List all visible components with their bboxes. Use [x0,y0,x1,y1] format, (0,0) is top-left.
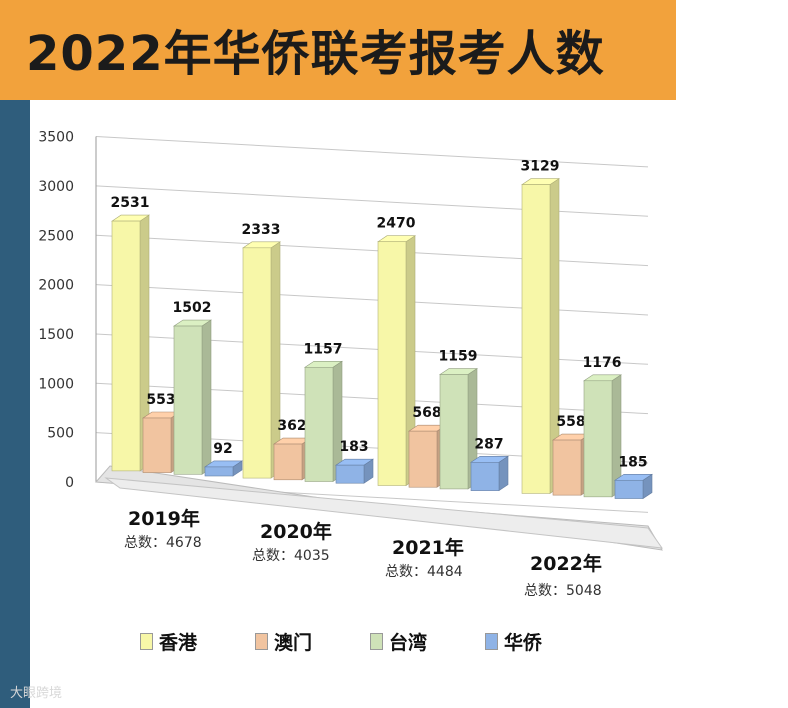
y-tick-label: 2000 [38,278,74,294]
data-label: 1502 [173,300,212,316]
chart-title: 2022年华侨联考报考人数 [26,26,605,82]
data-label: 185 [618,454,647,470]
data-label: 183 [339,439,368,455]
bar [377,241,407,486]
total-label: 总数：4484 [385,564,463,580]
y-tick-label: 3500 [38,130,74,146]
legend-item: 香港 [140,628,197,655]
bar [304,366,334,482]
legend-item: 华侨 [485,628,542,655]
data-label: 92 [213,441,232,457]
bar [111,220,141,472]
title-banner: 2022年华侨联考报考人数 [0,0,676,100]
bar [273,443,303,481]
y-tick-label: 3000 [38,179,74,195]
bar [470,461,500,491]
legend: 香港 澳门 台湾 华侨 [140,628,580,658]
legend-swatch [370,633,383,650]
legend-item: 澳门 [255,628,312,655]
data-label: 2333 [242,222,281,238]
floor-front [104,477,664,549]
y-tick-label: 500 [47,426,74,442]
total-label: 总数：4035 [252,548,330,564]
data-label: 287 [474,436,503,452]
legend-item: 台湾 [370,628,427,655]
bar [142,417,172,473]
bar [439,374,469,490]
legend-swatch [485,633,498,650]
data-label: 568 [412,405,441,421]
data-label: 1176 [583,355,622,371]
bar [614,479,644,499]
total-label: 总数：4678 [124,535,202,551]
gridline [95,234,649,267]
legend-label: 澳门 [274,632,313,654]
data-label: 553 [146,392,175,408]
data-label: 1157 [304,341,343,357]
bar-side [201,319,212,475]
left-decor-strip [0,100,30,708]
data-label: 362 [277,418,306,434]
data-label: 2470 [377,216,416,232]
gridline [95,185,649,217]
category-label: 2021年 [392,537,464,559]
category-label: 2022年 [530,553,602,575]
total-label: 总数：5048 [524,583,602,599]
bar [204,466,234,477]
y-tick-label: 2500 [38,228,74,244]
category-label: 2020年 [260,521,332,543]
bar [521,184,551,494]
bar [552,439,582,496]
category-label: 2019年 [128,508,200,530]
watermark: 大眼跨境 [10,686,63,701]
data-label: 3129 [521,159,560,175]
data-label: 2531 [111,195,150,211]
legend-label: 华侨 [504,632,543,654]
legend-swatch [140,633,153,650]
y-tick-label: 1500 [38,327,74,343]
bar [583,380,613,498]
bar [173,325,203,475]
legend-label: 香港 [159,632,198,654]
y-tick-label: 1000 [38,376,74,392]
bar [335,464,365,484]
data-label: 558 [556,414,585,430]
legend-label: 台湾 [389,632,428,654]
bar [408,430,438,488]
y-tick-label: 0 [65,475,74,491]
gridline [95,136,649,168]
bar [242,247,272,479]
legend-swatch [255,633,268,650]
data-label: 1159 [439,349,478,365]
